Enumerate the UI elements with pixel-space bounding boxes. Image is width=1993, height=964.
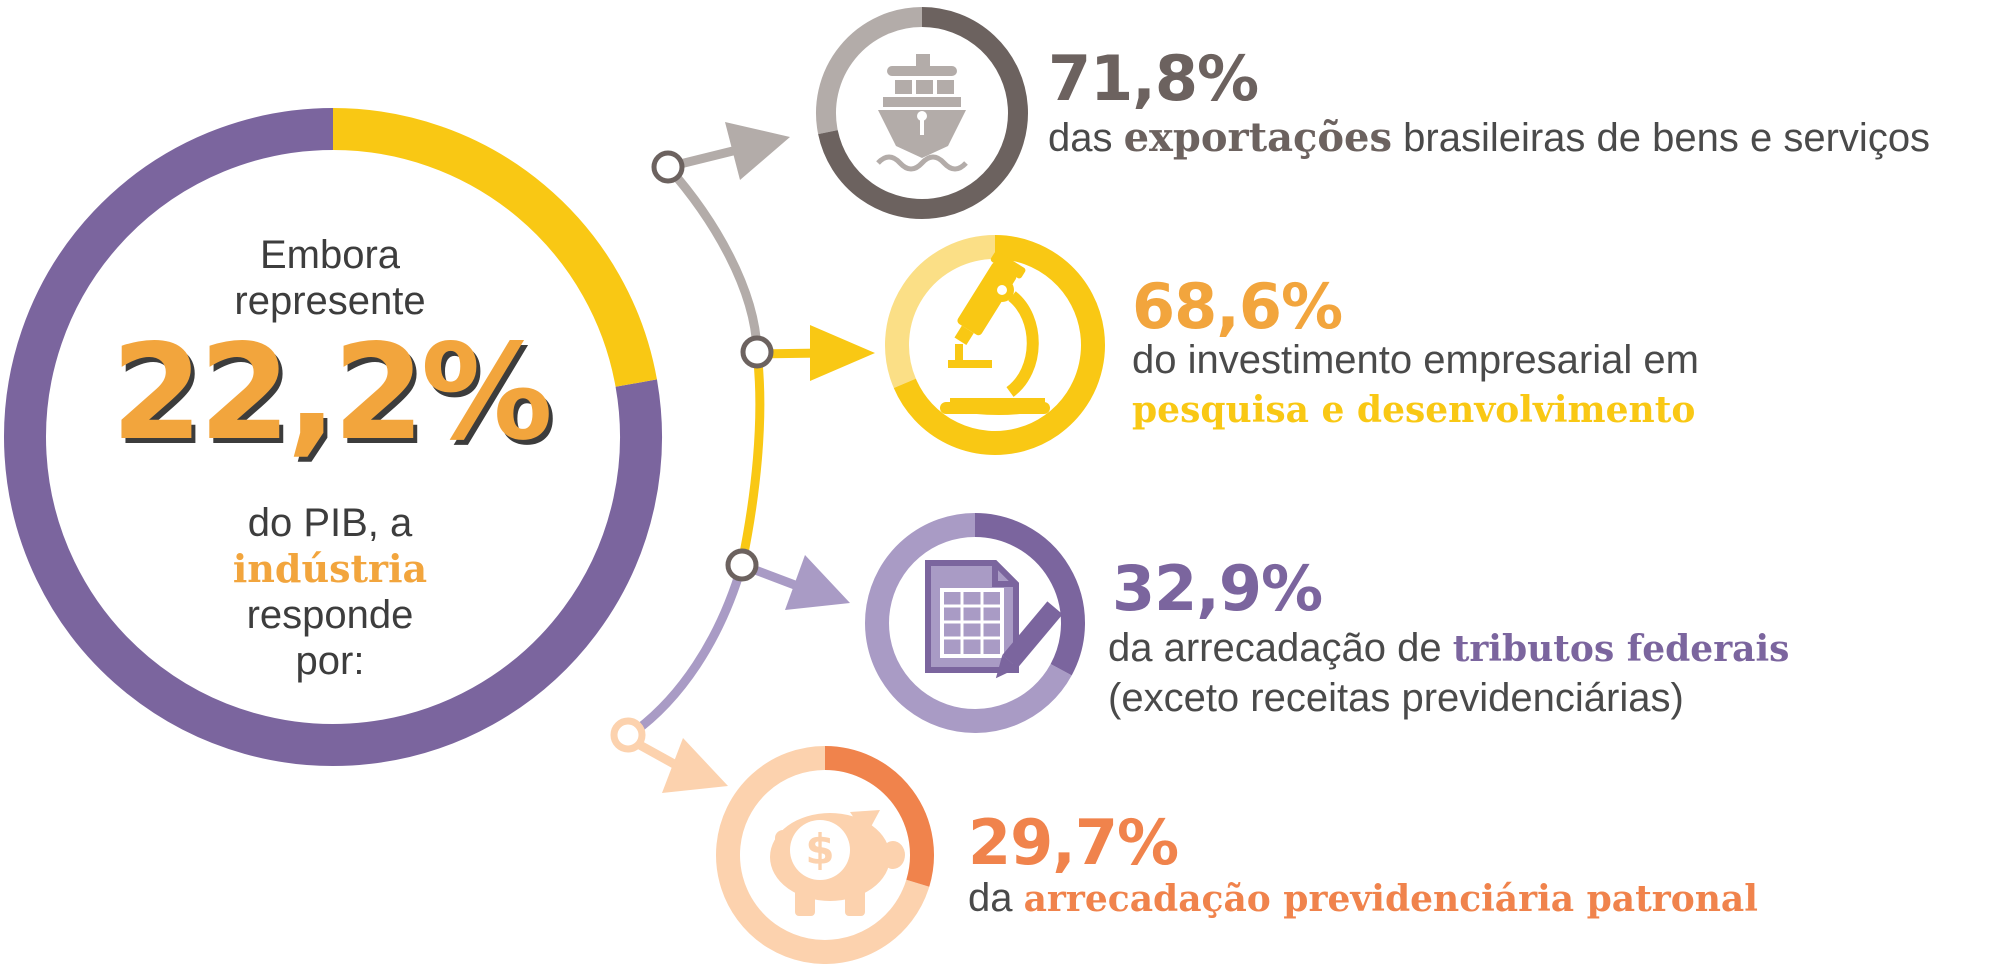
document-icon	[925, 560, 1063, 679]
center-highlight: indústria	[232, 546, 428, 591]
arrow-research	[756, 325, 875, 381]
connector-dot-exports	[651, 150, 685, 184]
center-line-1: Embora	[259, 233, 401, 277]
stat-taxes-description: da arrecadação de tributos federais	[1108, 626, 1789, 671]
stat-taxes-desc-line2: (exceto receitas previdenciárias)	[1108, 676, 1684, 720]
stat-taxes-value: 32,9%	[1112, 552, 1323, 625]
center-intro: Embora represente	[60, 232, 600, 324]
stat-research-description: do investimento empresarial em	[1132, 338, 1699, 382]
ring-pension-value-arc	[824, 746, 934, 887]
ring-taxes-value-arc	[974, 513, 1085, 676]
stat-research-desc-emph: pesquisa e desenvolvimento	[1132, 389, 1696, 431]
ring-research-rest-arc	[885, 235, 996, 389]
stat-exports-value: 71,8%	[1048, 42, 1259, 115]
connector-research	[737, 351, 765, 564]
connector-dot-pension	[610, 717, 646, 753]
ring-pension	[716, 746, 934, 964]
connector-dot-taxes	[725, 548, 759, 582]
stat-research-value: 68,6%	[1132, 270, 1343, 343]
ring-pib	[4, 108, 662, 766]
ring-pib-value-arc	[332, 108, 657, 387]
ring-research	[885, 235, 1105, 455]
arrow-pension	[624, 734, 728, 793]
ring-taxes	[865, 513, 1085, 733]
stat-exports-description: das exportações brasileiras de bens e se…	[1048, 114, 1931, 161]
stat-pension-value: 29,7%	[968, 806, 1179, 879]
center-outro: do PIB, a indústria responde por:	[60, 500, 600, 684]
stat-exports-desc-post: brasileiras de bens e serviços	[1392, 116, 1931, 160]
ring-pension-rest-arc	[716, 746, 930, 964]
center-line-3: do PIB, a	[247, 501, 413, 545]
connector-dot-research	[740, 335, 774, 369]
center-value: 22,2%	[111, 316, 553, 470]
connector-taxes	[627, 563, 747, 739]
center-line-5: por:	[295, 639, 365, 683]
connector-exports	[664, 164, 762, 351]
stat-taxes-desc-pre: da arrecadação de	[1108, 626, 1453, 670]
stat-pension-description: da arrecadação previdenciária patronal	[968, 876, 1758, 921]
ring-taxes-rest-arc	[865, 513, 1072, 733]
ring-pib-rest-arc	[4, 108, 662, 766]
ring-exports-rest-arc	[816, 7, 923, 135]
stat-exports-desc-emph: exportações	[1123, 114, 1393, 161]
stat-taxes-desc-emph: tributos federais	[1452, 628, 1790, 670]
microscope-icon	[940, 251, 1050, 415]
piggy-bank-icon	[770, 810, 905, 916]
ring-exports-value-arc	[818, 7, 1028, 219]
ring-research-value-arc	[893, 235, 1105, 455]
center-line-4: responde	[246, 593, 414, 637]
stat-pension-desc-emph: arrecadação previdenciária patronal	[1023, 878, 1758, 920]
dollar-sign-icon: $	[805, 825, 834, 874]
center-line-2: represente	[234, 279, 426, 323]
stat-exports-desc-pre: das	[1048, 116, 1124, 160]
arrow-exports	[666, 122, 790, 180]
ring-exports	[816, 7, 1028, 219]
stat-pension-desc-pre: da	[968, 876, 1024, 920]
